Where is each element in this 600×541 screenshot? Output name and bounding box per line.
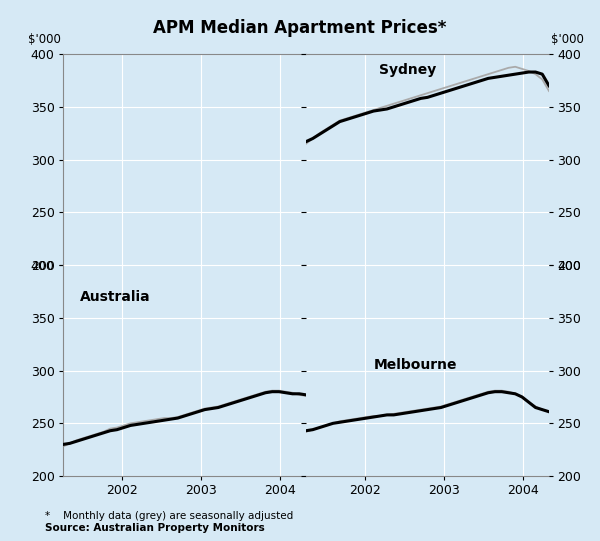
Text: APM Median Apartment Prices*: APM Median Apartment Prices* [154, 19, 446, 37]
Text: Sydney: Sydney [379, 63, 436, 76]
Text: Melbourne: Melbourne [374, 358, 458, 372]
Text: Australia: Australia [80, 291, 151, 305]
Text: $'000: $'000 [28, 32, 61, 45]
Text: Source: Australian Property Monitors: Source: Australian Property Monitors [45, 523, 265, 533]
Text: *    Monthly data (grey) are seasonally adjusted: * Monthly data (grey) are seasonally adj… [45, 511, 293, 521]
Text: $'000: $'000 [551, 32, 584, 45]
